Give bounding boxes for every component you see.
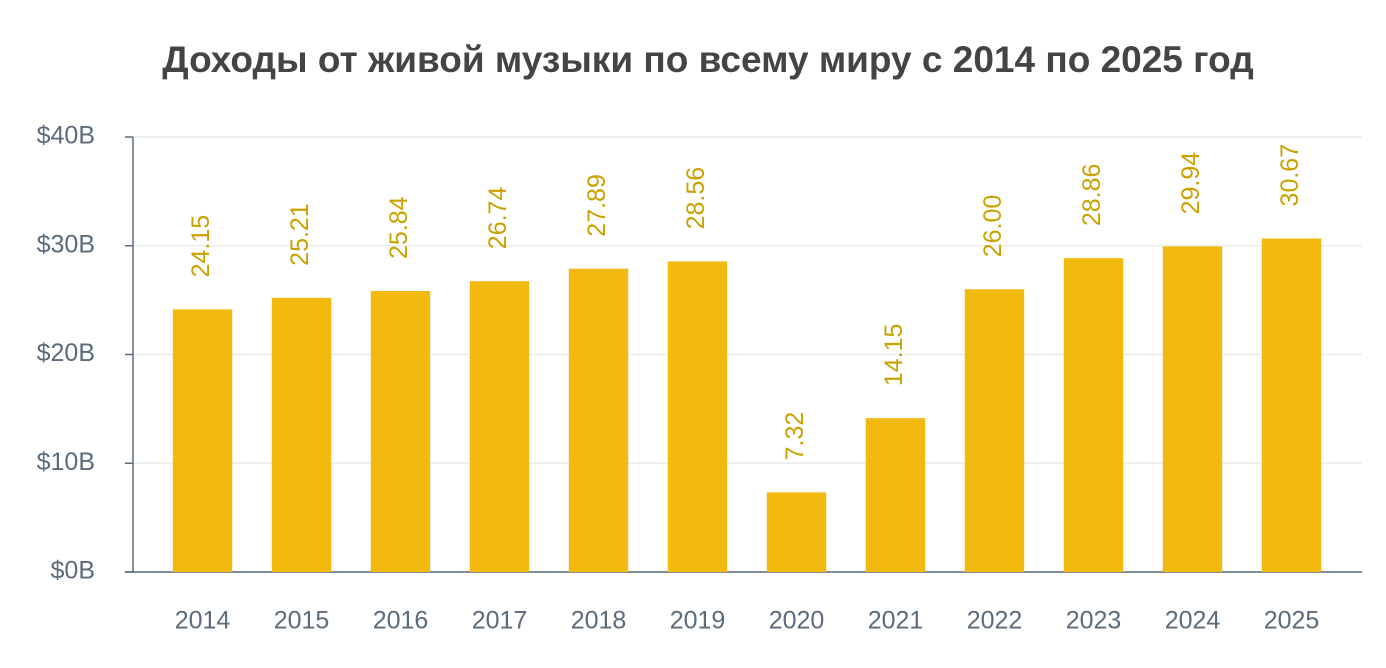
value-label: 25.21 bbox=[286, 203, 314, 266]
x-tick-label: 2019 bbox=[670, 607, 726, 635]
bar bbox=[865, 418, 926, 572]
chart-title: Доходы от живой музыки по всему миру с 2… bbox=[162, 39, 1253, 80]
bar bbox=[370, 290, 431, 572]
value-label: 29.94 bbox=[1177, 152, 1205, 215]
value-label: 14.15 bbox=[880, 324, 908, 387]
x-tick-label: 2020 bbox=[769, 607, 825, 635]
value-label: 28.86 bbox=[1078, 164, 1106, 227]
x-tick-label: 2025 bbox=[1264, 607, 1320, 635]
bar bbox=[271, 297, 332, 572]
x-tick-label: 2018 bbox=[571, 607, 627, 635]
bar bbox=[964, 289, 1025, 572]
value-label: 28.56 bbox=[682, 167, 710, 230]
y-tick-label: $20B bbox=[37, 339, 95, 367]
value-label: 24.15 bbox=[187, 215, 215, 278]
value-label: 30.67 bbox=[1276, 144, 1304, 207]
bar bbox=[469, 281, 530, 572]
x-tick-label: 2021 bbox=[868, 607, 924, 635]
value-label: 26.74 bbox=[484, 187, 512, 250]
value-label: 25.84 bbox=[385, 196, 413, 259]
y-tick-label: $30B bbox=[37, 230, 95, 258]
bar bbox=[172, 309, 233, 572]
y-tick-label: $40B bbox=[37, 122, 95, 150]
bar bbox=[1162, 246, 1223, 572]
x-tick-label: 2022 bbox=[967, 607, 1023, 635]
bar bbox=[568, 268, 629, 572]
value-label: 26.00 bbox=[979, 195, 1007, 258]
x-tick-label: 2015 bbox=[274, 607, 330, 635]
x-tick-label: 2014 bbox=[175, 607, 231, 635]
bar bbox=[1261, 238, 1322, 572]
bar bbox=[766, 492, 827, 572]
bar bbox=[667, 261, 728, 572]
y-tick-label: $0B bbox=[51, 557, 95, 585]
x-tick-label: 2023 bbox=[1066, 607, 1122, 635]
bar bbox=[1063, 258, 1124, 572]
x-tick-label: 2024 bbox=[1165, 607, 1221, 635]
value-label: 27.89 bbox=[583, 174, 611, 237]
x-tick-label: 2016 bbox=[373, 607, 429, 635]
value-label: 7.32 bbox=[781, 412, 809, 461]
x-tick-label: 2017 bbox=[472, 607, 528, 635]
y-tick-label: $10B bbox=[37, 448, 95, 476]
